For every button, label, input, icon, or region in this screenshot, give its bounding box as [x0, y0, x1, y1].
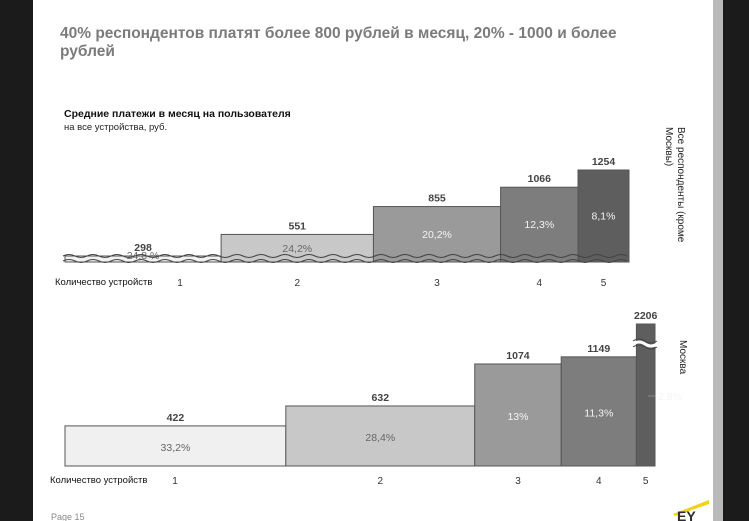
segment-label-top: Все респонденты (кроме Москвы): [663, 127, 686, 243]
bar: [474, 363, 562, 467]
value-label: 1149: [587, 343, 610, 355]
tick-label: 1: [177, 278, 183, 289]
value-break-line: [632, 344, 658, 350]
value-label: 1066: [528, 173, 552, 185]
share-label: 13%: [507, 411, 528, 423]
tick-label: 4: [537, 278, 543, 289]
ey-logo: EY: [673, 500, 709, 521]
slide-page: 40% респондентов платят более 800 рублей…: [33, 0, 713, 521]
bar: [285, 405, 476, 467]
value-label: 632: [372, 392, 390, 404]
value-label: 2206: [634, 310, 658, 322]
tick-label: 1: [172, 476, 178, 487]
segment-label-bottom: Москва: [677, 340, 688, 375]
value-break-line: [632, 338, 658, 344]
chart-subtitle: на все устройства, руб.: [64, 122, 168, 133]
chart-title: Средние платежи в месяц на пользователя: [64, 108, 291, 120]
share-label: 8,1%: [592, 211, 616, 223]
value-label: 298: [134, 242, 152, 254]
value-label: 1254: [592, 156, 616, 168]
tick-label: 3: [515, 476, 521, 487]
x-axis-label-bottom: Количество устройств: [50, 475, 148, 486]
bar: [500, 186, 579, 263]
axis-break-line: [62, 254, 628, 258]
share-label: 20,2%: [422, 229, 452, 241]
share-label: 11,3%: [584, 407, 613, 419]
share-label: 24,2%: [282, 243, 312, 255]
tick-label: 4: [596, 476, 602, 487]
page-edge: [713, 0, 723, 521]
tick-label: 5: [601, 278, 607, 289]
page-footer: Page 15: [51, 512, 85, 521]
value-label: 1074: [506, 350, 530, 362]
tick-label: 3: [434, 278, 440, 289]
share-label: 28,4%: [365, 432, 395, 444]
bar: [64, 425, 287, 467]
value-break-mark: [632, 340, 658, 348]
bar: [635, 323, 656, 467]
tick-label: 2: [378, 476, 384, 487]
tick-label: 2: [294, 278, 300, 289]
share-label: 12,3%: [524, 219, 554, 231]
x-axis-label-top: Количество устройств: [55, 277, 153, 288]
tick-label: 5: [643, 476, 649, 487]
slide-headline: 40% респондентов платят более 800 рублей…: [60, 25, 617, 60]
value-label: 551: [289, 220, 307, 232]
share-label: 24,8 %: [127, 250, 160, 262]
bar: [560, 356, 637, 467]
svg-text:EY: EY: [677, 508, 696, 521]
axis-break-line: [62, 259, 628, 263]
share-label: 2,8%: [658, 391, 682, 403]
share-label: 33,2%: [161, 442, 191, 454]
value-label: 855: [428, 193, 446, 205]
value-label: 422: [167, 412, 185, 424]
bar: [577, 169, 630, 263]
